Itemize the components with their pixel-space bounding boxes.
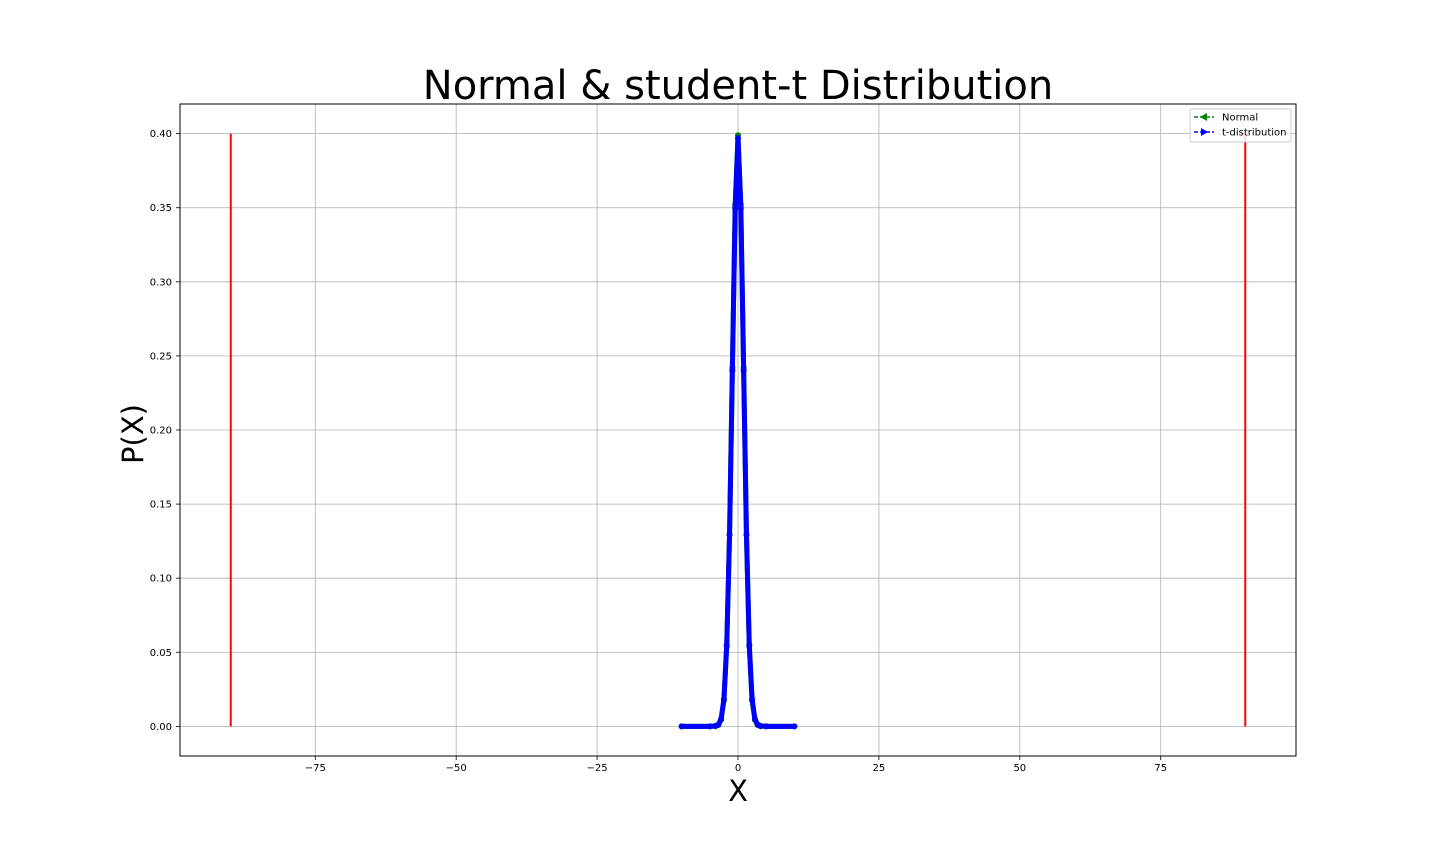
y-tick-label: 0.40 [150, 129, 172, 140]
grid [180, 104, 1296, 756]
y-axis-ticks: 0.00 0.05 0.10 0.15 0.20 0.25 0.30 0.35 0.40 [150, 129, 180, 733]
data-point [720, 696, 727, 703]
data-point [706, 723, 713, 730]
y-tick-label: 0.00 [150, 722, 172, 733]
x-tick-label: 50 [1013, 763, 1026, 774]
y-tick-label: 0.35 [150, 203, 172, 214]
data-point [763, 723, 770, 730]
vertical-lines [229, 133, 1247, 727]
series-layer [678, 132, 798, 730]
y-tick-label: 0.10 [150, 574, 172, 585]
data-point [678, 723, 685, 730]
data-point [718, 715, 725, 722]
legend: Normal t-distribution [1189, 108, 1292, 143]
y-tick-label: 0.05 [150, 648, 172, 659]
data-point [751, 715, 758, 722]
data-point [735, 135, 741, 142]
y-tick-label: 0.15 [150, 500, 172, 511]
legend-label: t-distribution [1222, 128, 1287, 139]
x-tick-label: −75 [305, 763, 326, 774]
data-point [743, 532, 750, 539]
legend-label: Normal [1222, 113, 1258, 124]
data-point [740, 367, 747, 374]
data-point [715, 721, 722, 728]
y-tick-label: 0.30 [150, 277, 172, 288]
data-point [791, 723, 798, 730]
x-axis-label: X [728, 774, 748, 808]
y-axis-label: P(X) [116, 404, 150, 464]
data-point [732, 205, 739, 212]
data-point [729, 367, 736, 374]
data-point [737, 205, 744, 212]
x-tick-label: −50 [446, 763, 467, 774]
legend-marker [1200, 113, 1207, 121]
x-axis-ticks: −75 −50 −25 0 25 50 75 [305, 756, 1167, 774]
chart-title: Normal & student-t Distribution [423, 63, 1053, 109]
data-point [757, 722, 764, 729]
legend-marker [1201, 128, 1208, 136]
data-point [726, 532, 733, 539]
x-tick-label: 25 [873, 763, 886, 774]
data-point [749, 696, 756, 703]
y-tick-label: 0.20 [150, 426, 172, 437]
x-tick-label: 0 [735, 763, 741, 774]
data-point [723, 642, 730, 649]
x-tick-label: 75 [1154, 763, 1167, 774]
y-tick-label: 0.25 [150, 351, 172, 362]
data-point [746, 642, 753, 649]
x-tick-label: −25 [587, 763, 608, 774]
legend-box [1189, 108, 1292, 143]
series-t-distribution [678, 135, 798, 730]
